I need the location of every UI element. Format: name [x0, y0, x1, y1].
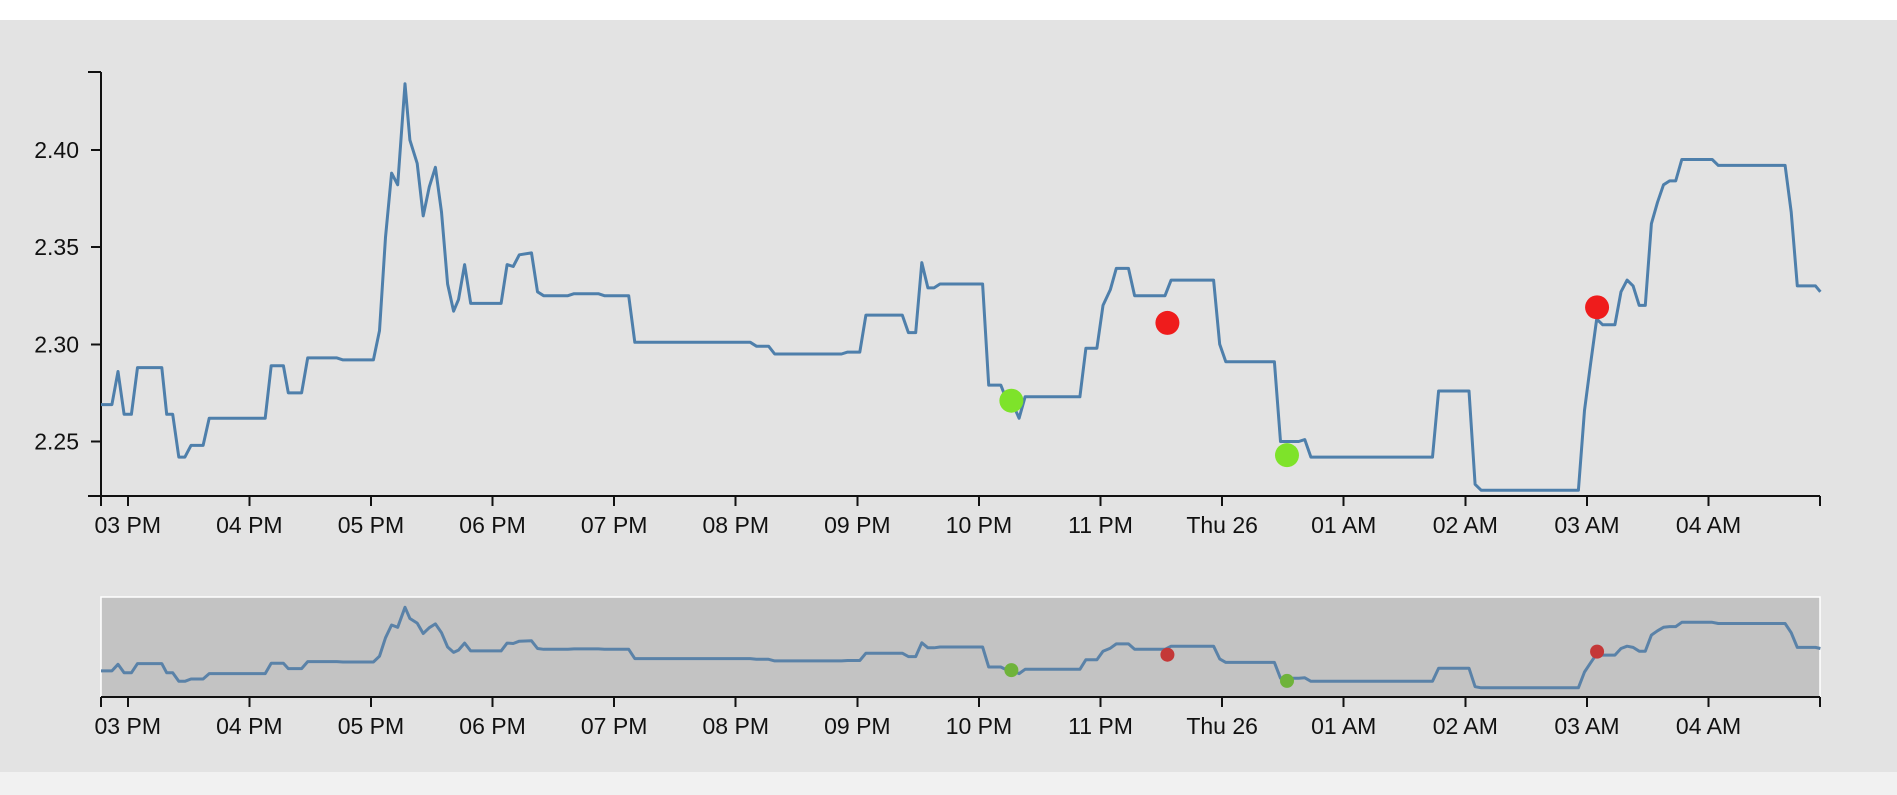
bottom-strip [0, 772, 1897, 795]
brush-x-tick-label: 04 PM [216, 713, 282, 739]
x-tick-label: 09 PM [824, 512, 890, 538]
brush-x-tick-label: 03 AM [1554, 713, 1619, 739]
brush-x-tick-label: 03 PM [95, 713, 161, 739]
y-tick-label: 2.30 [34, 331, 79, 357]
x-tick-label: 08 PM [703, 512, 769, 538]
overview-brush[interactable]: 03 PM 04 PM 05 PM 06 PM 07 PM 08 PM 09 PM 10 PM… [95, 596, 1821, 739]
brush-x-tick-label: 04 AM [1676, 713, 1741, 739]
main-plot: 2.25 2.30 2.35 2.40 03 PM 04 PM 05 PM 06 PM 07 … [34, 71, 1822, 538]
brush-x-tick-label: 09 PM [824, 713, 890, 739]
x-tick-label: 11 PM [1068, 512, 1133, 538]
x-tick-label: 04 AM [1676, 512, 1741, 538]
x-tick-label: 10 PM [946, 512, 1012, 538]
x-tick-label: 07 PM [581, 512, 647, 538]
brush-x-tick-label: 07 PM [581, 713, 647, 739]
y-tick-label: 2.40 [34, 137, 79, 163]
brush-marker-0 [1004, 663, 1019, 678]
series-line [101, 82, 1822, 492]
event-marker-3[interactable] [1585, 295, 1610, 320]
y-tick-label: 2.25 [34, 429, 79, 455]
brush-marker-1 [1160, 647, 1175, 662]
brush-x-tick-label: 02 AM [1433, 713, 1498, 739]
brush-x-tick-label: 10 PM [946, 713, 1012, 739]
x-tick-label: Thu 26 [1186, 512, 1258, 538]
brush-x-tick-label: 05 PM [338, 713, 404, 739]
brush-marker-2 [1279, 673, 1294, 688]
y-axis: 2.25 2.30 2.35 2.40 [34, 71, 102, 497]
x-tick-label: 06 PM [459, 512, 525, 538]
brush-marker-3 [1590, 644, 1605, 659]
event-marker-2[interactable] [1274, 443, 1299, 468]
brush-x-tick-label: 08 PM [703, 713, 769, 739]
brush-event-markers [1004, 644, 1605, 688]
x-tick-label: 02 AM [1433, 512, 1498, 538]
brush-x-tick-label: 01 AM [1311, 713, 1376, 739]
x-tick-label: 04 PM [216, 512, 282, 538]
brush-x-tick-label: 11 PM [1068, 713, 1133, 739]
x-axis: 03 PM 04 PM 05 PM 06 PM 07 PM 08 PM 09 PM 10 PM… [95, 495, 1821, 538]
x-tick-label: 05 PM [338, 512, 404, 538]
brush-x-axis: 03 PM 04 PM 05 PM 06 PM 07 PM 08 PM 09 PM 10 PM… [95, 696, 1821, 739]
event-marker-0[interactable] [999, 388, 1024, 413]
brush-x-tick-label: Thu 26 [1186, 713, 1258, 739]
brush-x-tick-label: 06 PM [459, 713, 525, 739]
event-marker-1[interactable] [1155, 310, 1180, 335]
x-tick-label: 03 AM [1554, 512, 1619, 538]
y-tick-label: 2.35 [34, 234, 79, 260]
event-markers [999, 295, 1610, 468]
x-tick-label: 01 AM [1311, 512, 1376, 538]
x-tick-label: 03 PM [95, 512, 161, 538]
